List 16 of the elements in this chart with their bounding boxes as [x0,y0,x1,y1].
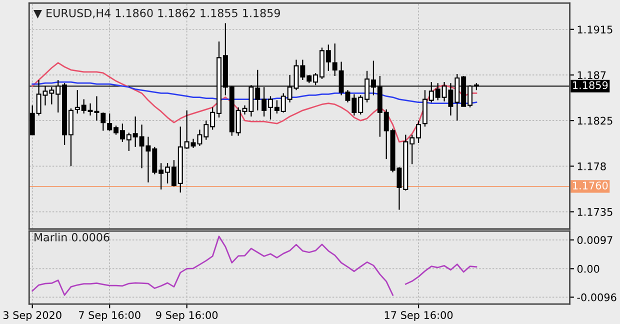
y-tick-label: 0.0097 [577,236,612,244]
x-tick-label: 17 Sep 16:00 [384,311,453,322]
x-tick-label: 7 Sep 16:00 [78,311,140,322]
y-tick-label: -0.0096 [577,293,616,302]
x-tick-label: 3 Sep 2020 [3,311,62,322]
chart-title: ▼ EURUSD,H4 1.1860 1.1862 1.1855 1.1859 [34,8,280,18]
y-tick-label: 1.178 [578,162,606,170]
y-tick-label: 1.187 [578,71,606,80]
y-tick-label: 1.1825 [578,116,612,125]
ref-line-label: 1.1760 [573,182,608,190]
y-tick-label: 1.1735 [578,208,612,216]
chart-title: Marlin 0.0006 [34,232,110,242]
y-tick-label: 0.00 [577,264,600,273]
y-tick-label: 1.1915 [578,26,612,34]
x-tick-label: 9 Sep 16:00 [156,311,218,322]
ref-line-label: 1.1859 [573,81,608,90]
